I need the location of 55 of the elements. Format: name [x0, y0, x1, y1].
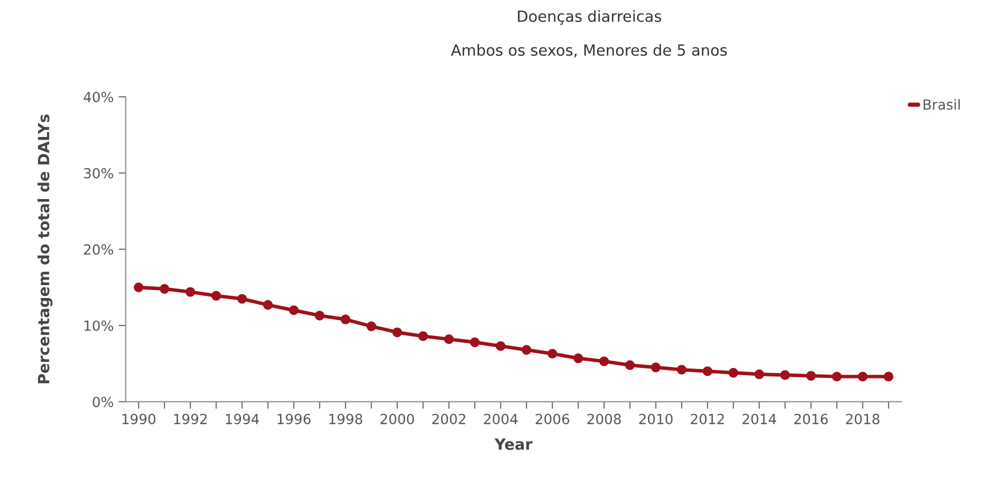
- point: [728, 368, 738, 378]
- y-tick-label: 10%: [84, 320, 114, 331]
- point: [625, 360, 635, 370]
- chart-subtitle: Ambos os sexos, Menores de 5 anos: [450, 44, 727, 58]
- point: [211, 290, 222, 301]
- x-tick-label: 2006: [536, 414, 570, 424]
- point: [702, 366, 712, 376]
- point: [160, 284, 170, 294]
- point: [832, 372, 842, 382]
- point: [392, 327, 402, 338]
- point: [676, 364, 687, 375]
- point: [340, 314, 350, 324]
- legend-label: Brasil: [924, 99, 960, 110]
- point: [237, 294, 247, 304]
- y-axis-title: Percentagem do total de DALYs: [38, 114, 52, 384]
- point: [314, 310, 325, 320]
- point: [522, 345, 532, 355]
- x-tick-label: 2012: [690, 414, 724, 424]
- x-tick-label: 2016: [794, 414, 828, 424]
- x-tick-label: 2002: [432, 414, 466, 424]
- point: [754, 369, 764, 380]
- point: [134, 282, 144, 292]
- point: [288, 305, 299, 316]
- y-tick-label: 40%: [84, 92, 114, 102]
- chart-title: Doenças diarreicas: [518, 10, 662, 25]
- point: [858, 372, 868, 382]
- x-tick-label: 1998: [329, 414, 362, 424]
- point: [599, 356, 609, 366]
- x-tick-label: 2008: [587, 414, 621, 424]
- point: [444, 334, 454, 344]
- point: [496, 341, 506, 351]
- y-tick-label: 0%: [92, 396, 114, 408]
- x-axis-title: Year: [494, 438, 532, 450]
- x-tick-label: 2010: [639, 414, 673, 424]
- point: [650, 362, 661, 372]
- x-tick-label: 1994: [226, 414, 259, 424]
- x-tick-label: 2004: [484, 414, 518, 424]
- y-tick-label: 20%: [84, 244, 114, 255]
- x-tick-label: 1990: [122, 414, 156, 424]
- point: [263, 300, 273, 310]
- x-tick-label: 2014: [742, 414, 776, 424]
- x-tick-label: 2000: [380, 414, 414, 424]
- point: [548, 348, 558, 359]
- point: [470, 337, 480, 348]
- point: [366, 321, 376, 332]
- x-tick-label: 2018: [846, 414, 880, 424]
- point: [780, 370, 790, 380]
- point: [185, 287, 196, 297]
- point: [573, 353, 584, 364]
- y-tick-label: 30%: [84, 168, 114, 179]
- x-tick-label: 1996: [278, 414, 311, 424]
- point: [884, 372, 894, 382]
- point: [418, 331, 428, 342]
- x-tick-label: 1992: [174, 414, 207, 424]
- point: [806, 370, 816, 381]
